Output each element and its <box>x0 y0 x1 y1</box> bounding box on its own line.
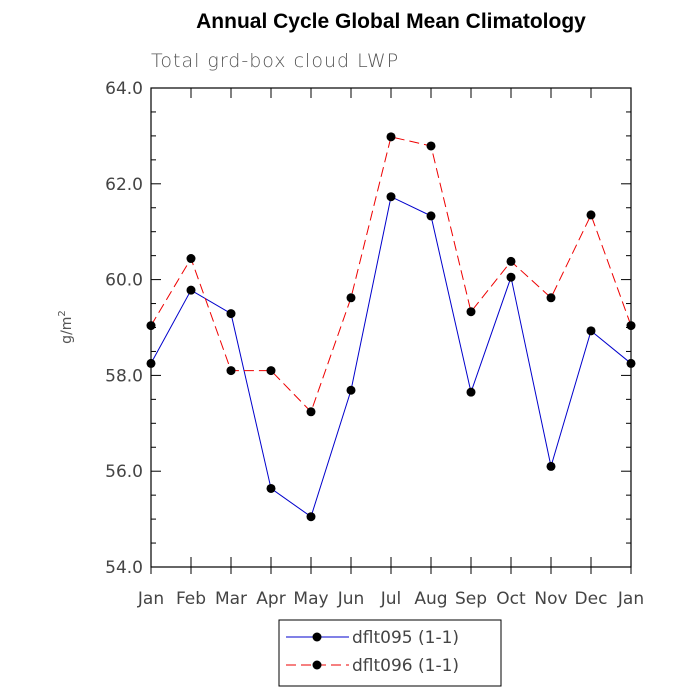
data-point <box>186 285 196 295</box>
data-point <box>386 192 396 202</box>
series-line <box>150 196 632 518</box>
x-tick-label: Jan <box>617 589 644 609</box>
series-2 <box>146 132 636 417</box>
data-point <box>266 366 276 376</box>
x-tick-label: May <box>293 589 328 609</box>
data-point <box>146 358 156 368</box>
chart-subtitle: Total grd-box cloud LWP <box>151 50 399 72</box>
data-point <box>306 407 316 417</box>
data-point <box>506 272 516 282</box>
data-point <box>546 461 556 471</box>
x-tick-label: Mar <box>215 589 247 609</box>
x-tick-label: Dec <box>575 589 608 609</box>
x-tick-label: Oct <box>496 589 526 609</box>
axes: 54.0 56.0 58.0 60.0 62.0 64.0 Jan Feb Mar Apr May J… <box>105 79 644 609</box>
data-point <box>426 211 436 221</box>
series-1 <box>146 192 636 522</box>
data-point <box>226 309 236 319</box>
y-tick-label: 64.0 <box>105 79 143 99</box>
x-tick-label: Sep <box>455 589 487 609</box>
x-tick-label: Jun <box>337 589 365 609</box>
y-tick-label: 60.0 <box>105 271 143 291</box>
legend: dflt095 (1-1) dflt096 (1-1) <box>278 619 502 687</box>
data-point <box>466 387 476 397</box>
plot-frame <box>150 87 632 568</box>
y-tick-label: 54.0 <box>105 558 143 578</box>
data-point <box>146 321 156 331</box>
data-point <box>266 483 276 493</box>
x-tick-label: Aug <box>414 589 447 609</box>
data-point <box>506 256 516 266</box>
data-point <box>306 512 316 522</box>
data-point <box>626 321 636 331</box>
data-point <box>186 254 196 264</box>
y-axis-label-text: g/m <box>59 317 75 344</box>
x-tick-label: Feb <box>176 589 206 609</box>
data-point <box>426 141 436 151</box>
data-point <box>466 307 476 317</box>
legend-label: dflt095 (1-1) <box>352 628 459 648</box>
y-axis-label-superscript: 2 <box>57 310 68 316</box>
x-tick-label: Jul <box>380 589 402 609</box>
data-point <box>626 358 636 368</box>
series-line <box>150 136 632 413</box>
legend-label: dflt096 (1-1) <box>352 656 459 676</box>
data-point <box>586 326 596 336</box>
data-point <box>346 385 356 395</box>
y-tick-label: 56.0 <box>105 462 143 482</box>
legend-box <box>278 619 502 687</box>
data-point <box>586 210 596 220</box>
x-tick-label: Apr <box>256 589 285 609</box>
data-point <box>546 293 556 303</box>
data-point <box>386 132 396 142</box>
legend-marker <box>312 632 322 642</box>
data-point <box>226 366 236 376</box>
y-tick-label: 58.0 <box>105 366 143 386</box>
chart-title: Annual Cycle Global Mean Climatology <box>196 10 586 33</box>
series-layer <box>146 132 636 522</box>
data-point <box>346 293 356 303</box>
y-tick-label: 62.0 <box>105 175 143 195</box>
x-tick-label: Jan <box>137 589 164 609</box>
x-tick-label: Nov <box>534 589 567 609</box>
y-axis-label: g/m2 <box>57 310 75 344</box>
legend-marker <box>312 660 322 670</box>
